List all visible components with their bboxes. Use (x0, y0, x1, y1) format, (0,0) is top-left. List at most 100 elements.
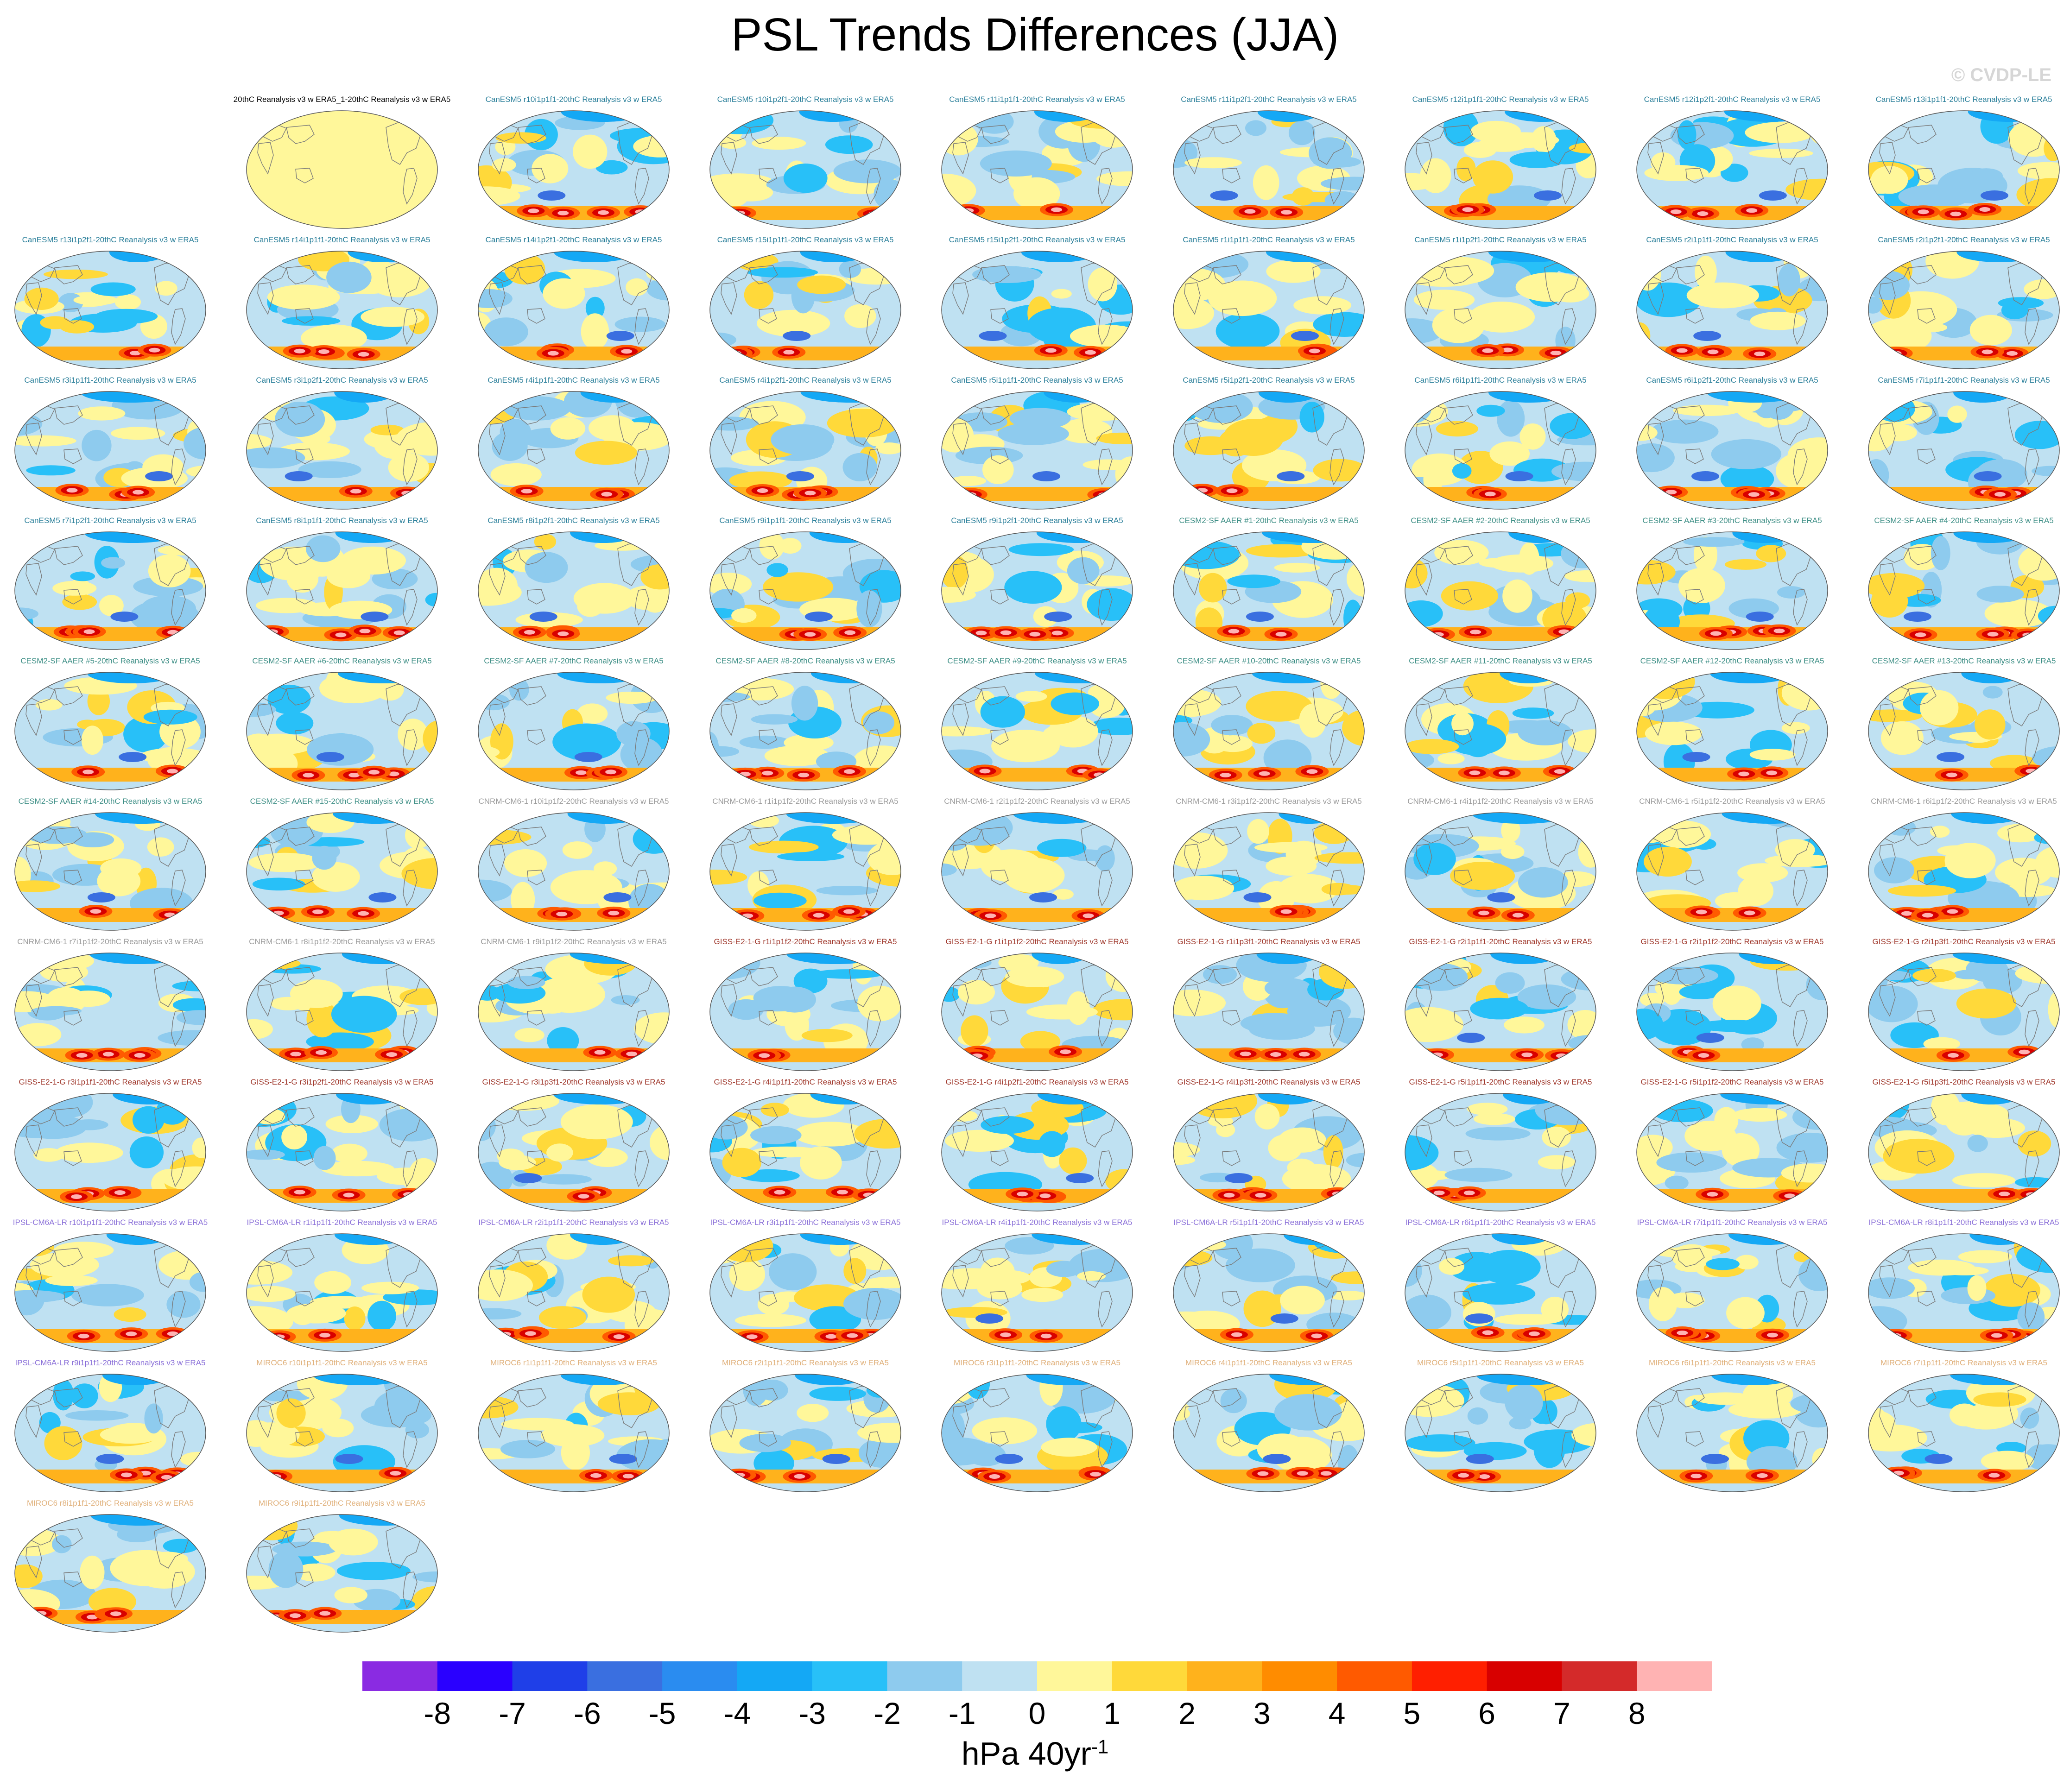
panel-title: IPSL-CM6A-LR r10i1p1f1-20thC Reanalysis … (13, 1218, 208, 1227)
contour-blob (1868, 1277, 1915, 1299)
pressure-high (608, 910, 620, 915)
panel-title: GISS-E2-1-G r5i1p1f2-20thC Reanalysis v3… (1640, 1078, 1824, 1086)
pressure-high (149, 347, 160, 353)
contour-blob (1005, 1237, 1054, 1255)
pressure-high (1738, 771, 1750, 776)
contour-blob (361, 307, 425, 327)
contour-blob (478, 745, 500, 759)
coastline (634, 1431, 649, 1468)
pressure-low (1903, 612, 1931, 622)
coastline (1416, 1265, 1432, 1298)
contour-blob (110, 1550, 182, 1586)
coastline (257, 423, 274, 455)
contour-blob (991, 730, 1060, 763)
coastline (54, 405, 83, 425)
contour-blob (31, 1006, 82, 1016)
contour-blob (286, 1303, 346, 1324)
coastline (1416, 984, 1432, 1017)
robinson-map (478, 1093, 670, 1211)
map-border (1405, 391, 1596, 510)
map-panel: CESM2-SF AAER #14-20thC Reanalysis v3 w … (8, 797, 212, 936)
pressure-high (1946, 772, 1957, 777)
contour-blob (1462, 1283, 1536, 1305)
contour-blob (1346, 1153, 1364, 1167)
pressure-high (1259, 771, 1270, 776)
pressure-high (985, 913, 996, 918)
panel-title: MIROC6 r5i1p1f1-20thC Reanalysis v3 w ER… (1417, 1358, 1584, 1367)
coastline (1213, 1107, 1241, 1127)
contour-blob (1308, 1235, 1361, 1259)
map-border (1636, 953, 1828, 1071)
pressure-high (868, 211, 880, 216)
contour-blob (71, 1383, 98, 1408)
contour-blob (1645, 721, 1703, 745)
pressure-high (783, 350, 795, 355)
panel-title: GISS-E2-1-G r1i1p1f2-20thC Reanalysis v3… (945, 937, 1129, 946)
pressure-high (601, 492, 613, 497)
coastline (749, 1248, 778, 1267)
contour-blob (1046, 1406, 1082, 1442)
robinson-map (709, 1093, 901, 1211)
contour-blob (504, 849, 547, 877)
robinson-map (1405, 1233, 1596, 1352)
watermark: © CVDP-LE (1951, 65, 2051, 85)
map-panel: GISS-E2-1-G r2i1p1f2-20thC Reanalysis v3… (1630, 937, 1834, 1076)
pressure-low (285, 471, 313, 481)
coastline (749, 686, 778, 706)
coastline (721, 1405, 737, 1438)
contour-blob (1467, 1103, 1508, 1116)
southern-ocean-band (1637, 347, 1828, 360)
coastline (1329, 448, 1344, 486)
coastline (1917, 1431, 1936, 1447)
colorbar-tick-label: 8 (1628, 1696, 1646, 1730)
pressure-high (1017, 1192, 1028, 1197)
map-border (478, 1233, 670, 1352)
coastline (1444, 1107, 1473, 1127)
pressure-high (1754, 351, 1766, 356)
coastline (1454, 1150, 1472, 1166)
map-border (941, 672, 1133, 790)
map-panel: CanESM5 r14i1p2f1-20thC Reanalysis v3 w … (472, 235, 676, 374)
contour-blob (247, 1575, 285, 1590)
pressure-high (1773, 628, 1785, 633)
contour-blob (1413, 843, 1456, 875)
robinson-map (709, 1374, 901, 1492)
coastline (1685, 448, 1704, 464)
map-panel: IPSL-CM6A-LR r1i1p1f1-20thC Reanalysis v… (240, 1218, 444, 1357)
coastline (1444, 265, 1473, 284)
contour-blob (158, 1030, 206, 1046)
coastline (518, 827, 546, 846)
contour-blob (166, 1291, 201, 1318)
robinson-map (1868, 531, 2060, 650)
coastline (1222, 729, 1241, 745)
coastline (1329, 1291, 1344, 1328)
robinson-map (941, 672, 1133, 790)
coastline (1416, 1405, 1432, 1438)
panel-title: CanESM5 r14i1p1f1-20thC Reanalysis v3 w … (253, 235, 430, 244)
contour-blob (535, 1174, 592, 1185)
southern-ocean-band (1637, 1470, 1828, 1483)
robinson-map (1868, 251, 2060, 369)
contour-blob (575, 441, 638, 465)
robinson-map (1636, 1233, 1828, 1352)
pressure-high (1255, 1193, 1266, 1198)
contour-blob (1640, 993, 1665, 1007)
colorbar-swatch (587, 1661, 663, 1691)
map-border (709, 1374, 901, 1492)
coastline (403, 168, 418, 205)
contour-blob (1254, 842, 1328, 853)
contour-blob (276, 712, 314, 735)
colorbar-units: hPa 40yr-1 (0, 1735, 2070, 1772)
coastline (54, 265, 83, 284)
contour-blob (1436, 421, 1478, 437)
map-border (1636, 251, 1828, 369)
contour-blob (1995, 858, 2052, 887)
contour-blob (644, 593, 666, 613)
coastline (54, 1528, 83, 1548)
contour-blob (148, 554, 191, 587)
contour-blob (1208, 1115, 1234, 1127)
panel-title: CanESM5 r12i1p2f1-20thC Reanalysis v3 w … (1644, 95, 1821, 104)
coastline (1647, 844, 1664, 877)
coastline (257, 844, 274, 877)
contour-blob (942, 863, 957, 876)
